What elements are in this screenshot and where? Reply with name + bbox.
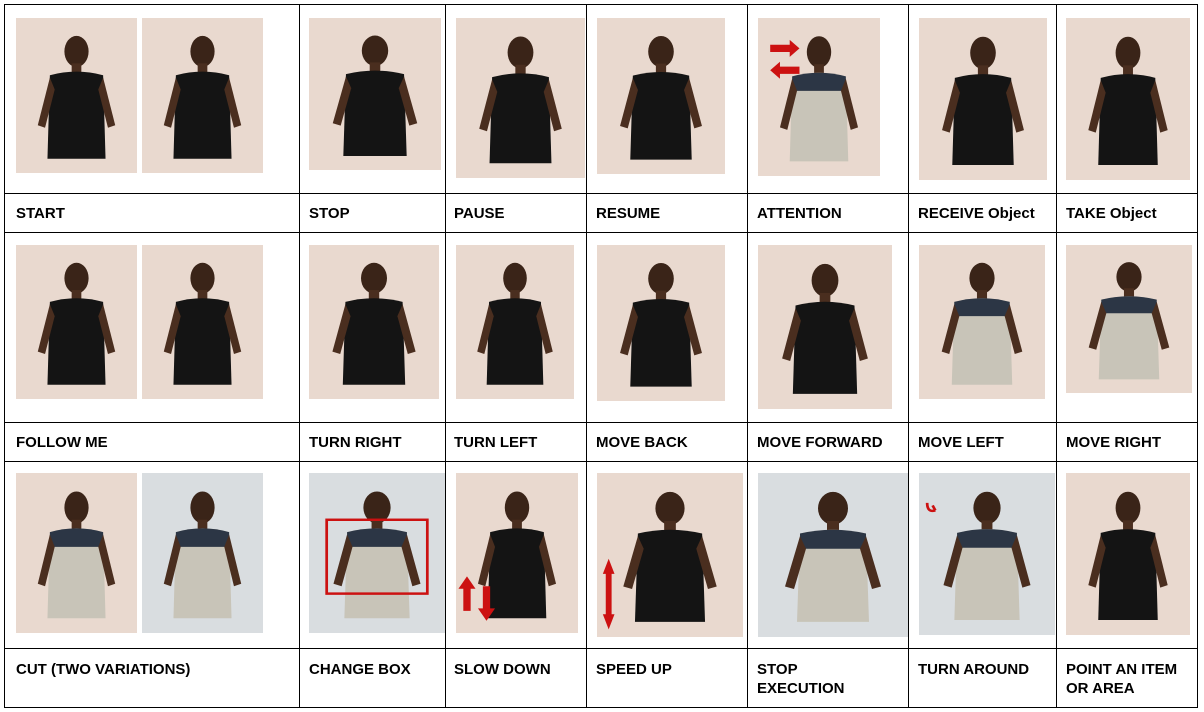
double-arrow-icon [602,558,615,630]
gesture-photo [16,245,137,399]
gesture-label-start: START [16,205,65,222]
gesture-photo [309,473,445,633]
gesture-photo [16,473,137,633]
gesture-label-receive-object: RECEIVE Object [918,205,1035,222]
gesture-label-resume: RESUME [596,205,661,222]
grid-line [4,4,1198,5]
gesture-photo [1066,245,1192,393]
person-photo [37,35,116,159]
gesture-label-stop: STOP [309,205,350,222]
gesture-label-attention: ATTENTION [757,205,842,222]
person-photo [782,263,868,394]
gesture-photo [597,245,725,401]
person-photo [620,36,702,160]
gesture-label-cut: CUT (TWO VARIATIONS) [16,661,191,678]
grid-line [4,648,1198,649]
red-arrow-icon [458,576,476,611]
grid-line [4,232,1198,233]
gesture-photo [1066,18,1190,180]
gesture-photo [1066,473,1190,635]
grid-line [747,4,748,708]
person-photo [943,491,1031,621]
person-photo [37,262,116,385]
gesture-photo [597,473,743,637]
person-photo [1088,36,1168,166]
gesture-photo [456,473,578,633]
gesture-label-stop-execution: STOP EXECUTION [757,661,845,697]
red-arrow-icon [770,61,800,79]
gesture-label-move-forward: MOVE FORWARD [757,434,883,451]
gesture-label-take-object: TAKE Object [1066,205,1157,222]
gesture-photo [309,245,439,399]
person-photo [623,491,717,622]
gesture-photo [597,18,725,174]
red-arrow-icon [925,502,937,513]
grid-line [4,193,1198,194]
gesture-label-turn-left: TURN LEFT [454,434,538,451]
grid-line [1056,4,1057,708]
red-arrow-icon [477,586,496,621]
gesture-label-move-back: MOVE BACK [596,434,688,451]
person-photo [779,36,859,162]
gesture-label-speed-up: SPEED UP [596,661,672,678]
gesture-label-turn-around: TURN AROUND [918,661,1030,678]
person-photo [163,491,242,619]
gesture-photo [456,18,585,178]
grid-line [4,4,5,708]
grid-line [445,4,446,708]
red-arrow-icon [770,39,800,57]
grid-line [586,4,587,708]
person-photo [163,35,242,159]
grid-line [4,422,1198,423]
gesture-photo [758,245,892,409]
gesture-photo [142,18,263,173]
red-box-icon [325,518,429,595]
gesture-photo [309,18,441,170]
gesture-label-point-item: POINT AN ITEM OR AREA [1066,661,1178,697]
grid-line [4,707,1198,708]
person-photo [941,262,1023,385]
gesture-label-follow-me: FOLLOW ME [16,434,108,451]
grid-line [1197,4,1198,708]
gesture-label-move-right: MOVE RIGHT [1066,434,1162,451]
person-photo [1088,262,1170,380]
gesture-label-move-left: MOVE LEFT [918,434,1004,451]
person-photo [479,36,562,164]
person-photo [332,35,418,156]
gesture-label-turn-right: TURN RIGHT [309,434,402,451]
gesture-photo [16,18,137,173]
gesture-photo [919,245,1045,399]
gesture-photo [758,18,880,176]
gesture-photo [919,473,1055,635]
person-photo [785,491,881,622]
gesture-label-pause: PAUSE [454,205,505,222]
person-photo [333,491,421,619]
person-photo [37,491,116,619]
person-photo [163,262,242,385]
person-photo [477,262,553,385]
gesture-photo [142,473,263,633]
grid-line [908,4,909,708]
gesture-label-change-box: CHANGE BOX [309,661,411,678]
grid-line [299,4,300,708]
person-photo [620,263,702,387]
gesture-label-slow-down: SLOW DOWN [454,661,551,678]
grid-line [4,461,1198,462]
gesture-photo [758,473,908,637]
gesture-photo [142,245,263,399]
person-photo [942,36,1024,166]
gesture-photo [456,245,574,399]
person-photo [1088,491,1168,621]
person-photo [477,491,557,619]
person-photo [332,262,416,385]
gesture-photo [919,18,1047,180]
